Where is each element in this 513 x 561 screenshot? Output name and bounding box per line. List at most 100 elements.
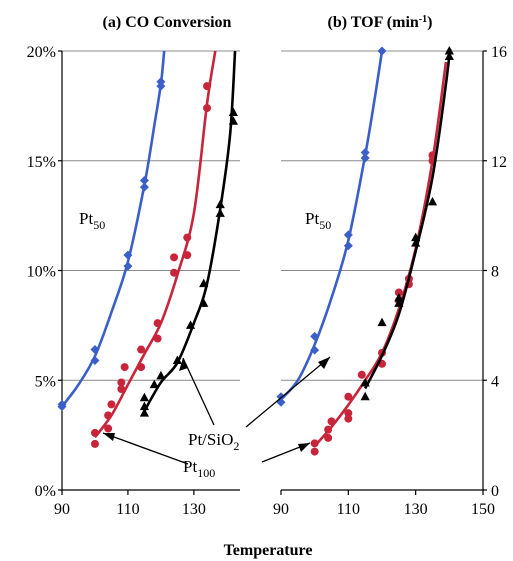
- x-axis-label: Temperature: [224, 542, 313, 559]
- y-tick-label-b: 16: [491, 44, 507, 61]
- arrowhead-pt100-a: [103, 433, 115, 441]
- label-pt50-b: Pt50: [305, 209, 331, 232]
- panel-b-title-close: ): [427, 14, 432, 31]
- panel-a-title: (a) CO Conversion: [103, 14, 232, 31]
- series-line-pt50-b: [281, 50, 384, 401]
- point-pt100-a: [203, 82, 212, 91]
- point-pt100-a: [153, 334, 162, 343]
- series-line-pt50-a: [62, 50, 166, 408]
- x-tick-label-b: 110: [337, 501, 360, 518]
- point-ptsio2-a: [139, 392, 150, 402]
- point-pt100-a: [120, 363, 129, 372]
- point-ptsio2-b: [427, 196, 438, 206]
- point-ptsio2-a: [199, 298, 209, 307]
- point-pt100-b: [310, 447, 319, 456]
- point-pt100-a: [153, 319, 162, 328]
- point-pt100-b: [310, 439, 319, 448]
- point-ptsio2-a: [228, 107, 239, 116]
- series-line-ptsio2-b: [364, 49, 452, 390]
- point-pt100-b: [357, 370, 366, 379]
- panel-co-conversion: (a) CO Conversion 0% 5% 10% 15% 20% 90 110 130: [27, 14, 240, 518]
- point-pt100-a: [104, 411, 113, 420]
- point-ptsio2-b: [394, 298, 404, 307]
- panel-tof: (b) TOF (min-1) 0 4 8 12 16 90 110 130 150: [273, 14, 507, 519]
- point-pt100-a: [183, 233, 192, 242]
- point-pt50-a: [123, 261, 133, 271]
- point-ptsio2-a: [172, 355, 182, 364]
- point-pt100-a: [90, 439, 99, 448]
- point-pt50-b: [310, 345, 320, 355]
- point-pt100-a: [107, 400, 116, 409]
- y-tick-label-b: 4: [491, 373, 499, 390]
- point-ptsio2-b: [377, 317, 387, 327]
- point-ptsio2-a: [139, 401, 150, 411]
- point-pt50-b: [377, 46, 387, 56]
- point-ptsio2-b: [411, 232, 421, 242]
- x-tick-label-a: 90: [54, 501, 70, 518]
- y-tick-label-b: 8: [491, 264, 499, 281]
- arrow-pt100-a: [102, 432, 189, 465]
- point-pt50-b: [310, 331, 320, 341]
- point-pt50-a: [139, 176, 149, 186]
- point-pt50-a: [90, 355, 100, 365]
- x-tick-label-b: 130: [404, 501, 428, 518]
- point-pt50-a: [57, 399, 67, 409]
- point-pt100-a: [183, 251, 192, 260]
- point-ptsio2-a: [185, 320, 196, 329]
- point-ptsio2-a: [199, 278, 209, 288]
- point-ptsio2-b: [394, 292, 404, 302]
- point-ptsio2-a: [215, 208, 225, 217]
- label-pt50-a: Pt50: [79, 209, 105, 232]
- point-pt50-b: [360, 153, 370, 163]
- point-pt100-b: [324, 425, 333, 434]
- point-ptsio2-a: [149, 379, 159, 389]
- y-tick-label-a: 5%: [35, 373, 56, 390]
- point-pt100-a: [117, 378, 126, 387]
- panel-b-title-sup: -1: [419, 14, 427, 25]
- point-ptsio2-a: [156, 370, 166, 380]
- y-tick-label-a: 20%: [27, 44, 56, 61]
- arrowhead-pt100-b: [298, 443, 310, 452]
- point-pt100-a: [104, 424, 113, 433]
- point-pt100-b: [394, 288, 403, 297]
- point-pt100-a: [203, 104, 212, 113]
- point-pt50-a: [156, 77, 166, 87]
- y-tick-label-a: 10%: [27, 264, 56, 281]
- point-pt50-b: [343, 230, 353, 240]
- y-tick-label-a: 0%: [35, 483, 56, 500]
- point-pt100-a: [137, 345, 146, 354]
- arrow-sio2-b: [245, 356, 331, 428]
- point-ptsio2-a: [228, 116, 239, 125]
- annotations: Pt50 Pt50 Pt/SiO2 Pt100: [79, 209, 331, 480]
- x-tick-label-b: 90: [273, 501, 289, 518]
- point-ptsio2-b: [360, 377, 370, 387]
- point-pt50-b: [360, 148, 370, 158]
- arrowhead-sio2-a: [179, 358, 188, 371]
- point-pt100-b: [324, 433, 333, 442]
- point-pt100-a: [137, 363, 146, 372]
- arrowhead-sio2-b: [318, 357, 330, 369]
- x-tick-label-a: 110: [116, 501, 139, 518]
- x-tick-label-b: 150: [471, 501, 495, 518]
- point-ptsio2-b: [360, 391, 370, 401]
- point-ptsio2-b: [411, 238, 421, 247]
- series-line-pt100-a: [93, 50, 217, 439]
- point-ptsio2-a: [139, 408, 150, 417]
- y-tick-label-a: 15%: [27, 154, 56, 171]
- point-pt50-b: [343, 241, 353, 251]
- point-pt100-b: [344, 392, 353, 401]
- label-pt-sio2: Pt/SiO2: [188, 430, 239, 453]
- label-pt100: Pt100: [183, 457, 215, 480]
- panel-b-title: (b) TOF (min-1): [328, 14, 433, 32]
- panel-b-title-main: (b) TOF (min: [328, 14, 419, 31]
- x-tick-label-a: 130: [182, 501, 206, 518]
- y-tick-label-b: 0: [491, 483, 499, 500]
- point-ptsio2-a: [215, 199, 225, 209]
- arrow-sio2-a: [182, 357, 215, 426]
- point-pt50-a: [90, 345, 100, 355]
- point-ptsio2-b: [444, 51, 454, 60]
- point-pt100-a: [90, 428, 99, 437]
- series-line-pt100-b: [313, 61, 448, 447]
- point-pt100-b: [344, 409, 353, 418]
